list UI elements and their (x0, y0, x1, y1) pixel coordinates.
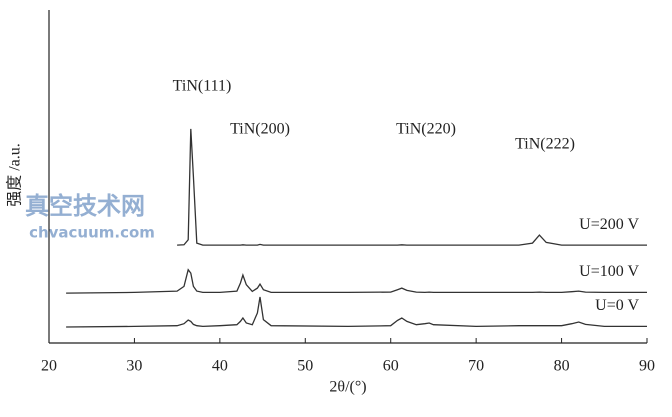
x-tick-label: 50 (297, 358, 313, 375)
series-label: U=0 V (595, 297, 639, 314)
x-axis-label: 2θ/(°) (329, 379, 366, 396)
x-tick-label: 70 (468, 358, 484, 375)
x-tick-label: 80 (554, 358, 570, 375)
watermark: 真空技术网 (25, 192, 145, 220)
series-line (177, 128, 647, 246)
annotation: TiN(220) (396, 121, 456, 138)
x-tick-label: 20 (41, 358, 57, 375)
series-label: U=200 V (579, 216, 639, 233)
series-line (66, 296, 647, 328)
series-label: U=100 V (579, 263, 639, 280)
annotation: TiN(200) (230, 121, 290, 138)
y-axis-label: 强度 /a.u. (6, 143, 24, 207)
x-tick-label: 90 (639, 358, 655, 375)
annotation: TiN(222) (515, 136, 575, 153)
annotation: TiN(111) (173, 78, 232, 95)
watermark: chvacuum.com (29, 224, 155, 242)
x-tick-label: 60 (383, 358, 399, 375)
series-line (66, 268, 647, 294)
x-tick-label: 30 (126, 358, 142, 375)
x-tick-label: 40 (212, 358, 228, 375)
